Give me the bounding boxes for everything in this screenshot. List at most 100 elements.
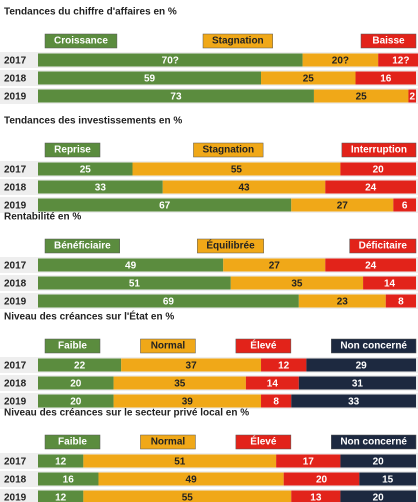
bar-segment (38, 89, 314, 103)
bar-segment (83, 490, 292, 502)
y-tick-label: 2018 (4, 183, 27, 194)
bar-segment (261, 71, 356, 85)
data-label: 43 (238, 183, 250, 194)
data-label: 49 (125, 261, 137, 272)
data-label: 2 (409, 92, 415, 103)
bar-segment (38, 258, 224, 272)
bar-segment (313, 89, 409, 103)
bar-segment (38, 472, 99, 486)
legend-swatch (140, 434, 196, 450)
legend-swatch (360, 33, 417, 49)
bar-segment (38, 180, 163, 194)
legend-swatch (140, 338, 196, 354)
bar-segment (38, 71, 262, 85)
data-label: 51 (129, 279, 141, 290)
bar-segment (245, 376, 299, 390)
data-label: 55 (231, 165, 243, 176)
data-label: 8 (273, 397, 279, 408)
legend-label: Faible (58, 437, 87, 448)
bar-segment (38, 162, 133, 176)
data-label: 31 (352, 379, 364, 390)
legend-swatch (331, 338, 417, 354)
bar-segment (298, 294, 386, 308)
legend-label: Équilibrée (206, 239, 255, 252)
bar-segment (113, 376, 246, 390)
legend-swatch (349, 238, 417, 254)
data-label: 67 (159, 201, 171, 212)
bar-segment (121, 358, 262, 372)
legend-label: Bénéficiaire (54, 241, 111, 252)
data-label: 24 (365, 183, 377, 194)
y-tick-label: 2017 (4, 361, 27, 372)
legend-swatch (235, 338, 292, 354)
bar-segment (378, 53, 418, 67)
bar-segment (38, 53, 303, 67)
bar-segment (38, 198, 292, 212)
data-label: 25 (80, 165, 92, 176)
data-label: 16 (63, 475, 75, 486)
data-label: 12 (278, 361, 290, 372)
bar-segment (83, 454, 277, 468)
legend-label: Non concerné (340, 437, 407, 448)
legend-swatch (44, 338, 101, 354)
data-label: 39 (182, 397, 194, 408)
legend-label: Stagnation (212, 36, 264, 47)
bar-segment (359, 472, 416, 486)
legend-label: Élevé (250, 435, 277, 448)
data-label: 14 (267, 379, 279, 390)
y-tick-label: 2018 (4, 74, 27, 85)
legend-swatch (202, 33, 273, 49)
data-label: 14 (384, 279, 396, 290)
legend-swatch (44, 238, 120, 254)
y-tick-label: 2019 (4, 92, 27, 103)
data-label: 12 (55, 457, 67, 468)
legend-label: Non concerné (340, 341, 407, 352)
bar-segment (291, 490, 341, 502)
data-label: 35 (291, 279, 303, 290)
data-label: 69 (163, 297, 175, 308)
legend-swatch (341, 142, 417, 158)
data-label: 27 (337, 201, 349, 212)
bar-segment (38, 376, 114, 390)
y-tick-label: 2019 (4, 201, 27, 212)
chart-title: Tendances des investissements en % (4, 116, 182, 127)
bar-segment (355, 71, 416, 85)
legend-label: Normal (151, 341, 186, 352)
bar-segment (223, 258, 326, 272)
chart-title: Niveau des créances sur le secteur privé… (4, 408, 249, 419)
data-label: 37 (186, 361, 198, 372)
bar-segment (283, 472, 360, 486)
bar-segment (132, 162, 341, 176)
data-label: 20 (316, 475, 328, 486)
data-label: 55 (182, 493, 194, 502)
data-label: 49 (186, 475, 198, 486)
data-label: 12 (55, 493, 67, 502)
bar-segment (261, 394, 292, 408)
legend-swatch (44, 142, 101, 158)
data-label: 12? (392, 56, 409, 67)
legend-swatch (197, 238, 264, 254)
legend-label: Baisse (372, 36, 405, 47)
bar-segment (340, 490, 416, 502)
y-tick-label: 2017 (4, 56, 27, 67)
bar-segment (325, 258, 416, 272)
bar-segment (113, 394, 262, 408)
data-label: 17 (303, 457, 315, 468)
bar-segment (340, 454, 416, 468)
bar-segment (38, 490, 84, 502)
data-label: 27 (269, 261, 281, 272)
legend-label: Normal (151, 437, 186, 448)
bar-segment (276, 454, 341, 468)
bar-segment (261, 358, 307, 372)
bar-segment (298, 376, 416, 390)
bar-segment (306, 358, 416, 372)
bar-segment (340, 162, 416, 176)
data-label: 73 (170, 92, 182, 103)
data-label: 23 (337, 297, 349, 308)
bar-segment (291, 198, 394, 212)
bar-segment (38, 294, 299, 308)
data-label: 33 (348, 397, 360, 408)
data-label: 20 (70, 379, 82, 390)
bar-segment (98, 472, 284, 486)
